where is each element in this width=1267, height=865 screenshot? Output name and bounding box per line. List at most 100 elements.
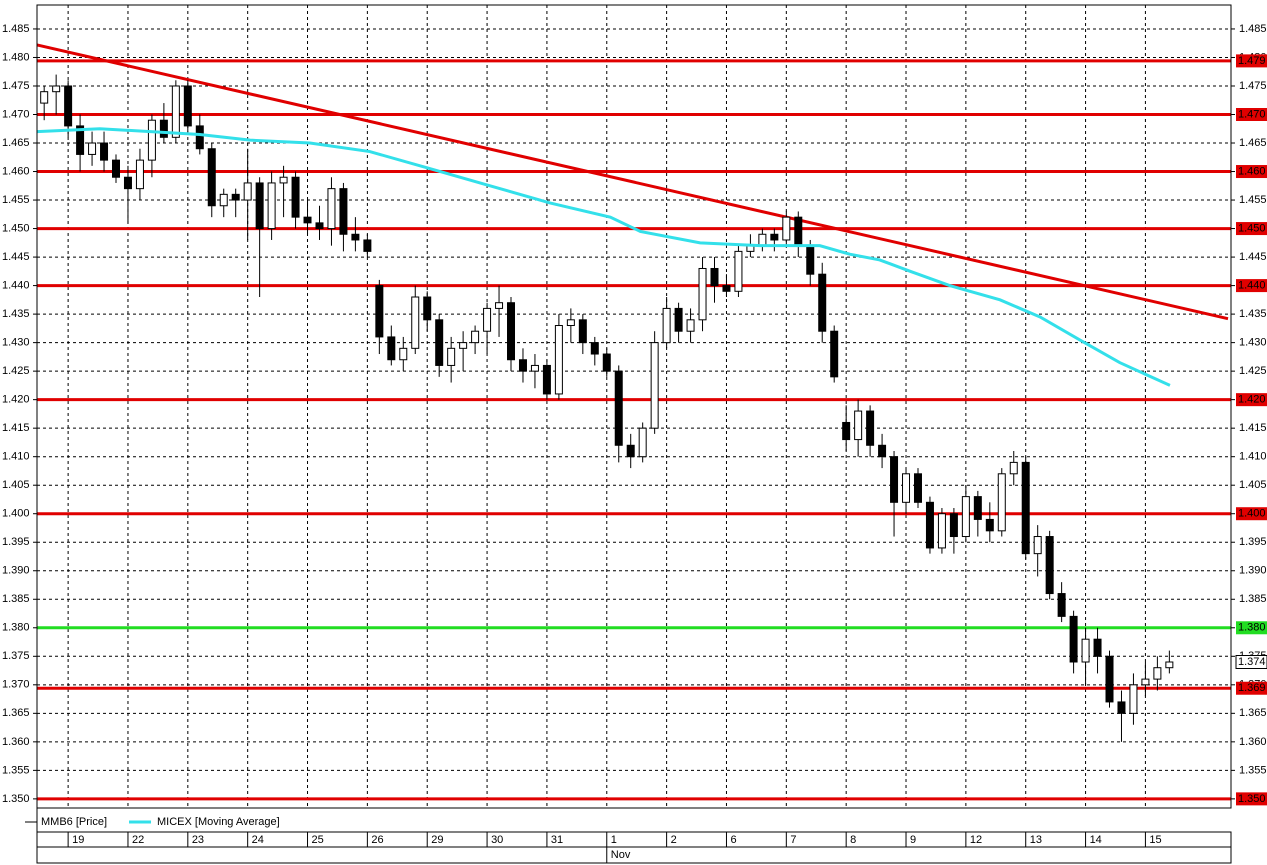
candle-body [602,353,611,372]
candle-body [64,85,73,127]
candle-body [1129,684,1138,714]
y-tick-label: 1.475 [1239,80,1267,92]
candle-body [495,302,504,309]
y-tick-label: 1.350 [2,793,30,805]
candle-body [626,444,635,458]
candle-body [686,319,695,332]
y-tick-label: 1.355 [1239,764,1267,776]
x-tick-label: 2 [671,834,677,846]
x-tick-label: 24 [252,834,264,846]
candle-body [1153,667,1162,680]
y-tick-label: 1.385 [2,593,30,605]
candle-body [315,222,324,230]
level-box [1236,279,1267,293]
candle-body [231,193,240,201]
y-tick-label: 1.390 [2,565,30,577]
candle-body [219,193,228,207]
candle-body [88,142,97,155]
candle-body [794,216,803,247]
y-tick-label: 1.435 [2,308,30,320]
candle-body [399,347,408,361]
candle-body [638,427,647,458]
candle-body [40,91,49,104]
candle-body [1045,536,1054,595]
y-tick-label: 1.370 [2,679,30,691]
x-tick-label: 19 [72,834,84,846]
candle-body [842,421,851,441]
candle-body [435,319,444,366]
x-tick-label: 29 [431,834,443,846]
legend-label: MMB6 [Price] [41,816,107,828]
y-tick-label: 1.415 [1239,422,1267,434]
candle-body [961,496,970,538]
y-tick-label: 1.400 [2,508,30,520]
candle-body [411,296,420,349]
trend-line [36,43,1229,321]
candle-body [973,496,982,520]
candle-body [267,182,276,230]
y-tick-label: 1.470 [2,108,30,120]
level-box [1236,681,1267,695]
candle-body [339,188,348,235]
level-box [1236,54,1267,68]
candle-body [507,302,516,361]
level-label: 1.460 [1238,165,1266,177]
y-tick-label: 1.355 [2,764,30,776]
candle-body [770,233,779,241]
candle-body [483,307,492,332]
candle-body [902,473,911,503]
x-tick-label: 15 [1149,834,1161,846]
y-tick-label: 1.475 [2,80,30,92]
level-label: 1.440 [1238,280,1266,292]
y-tick-label: 1.410 [2,451,30,463]
candle-body [890,456,899,503]
candle-body [614,370,623,446]
candle-body [530,364,539,372]
candle-body [722,285,731,292]
level-label: 1.400 [1238,508,1266,520]
candle-body [925,501,934,549]
candle-body [159,119,168,138]
candle-body [1117,701,1126,714]
candle-body [734,250,743,292]
level-label: 1.420 [1238,394,1266,406]
x-tick-label: 9 [910,834,916,846]
candle-body [1081,638,1090,663]
candle-body [782,216,791,241]
y-tick-label: 1.395 [2,536,30,548]
candle-body [1165,661,1174,669]
candle-body [243,182,252,201]
y-tick-label: 1.410 [1239,451,1267,463]
candle-body [447,347,456,366]
candle-body [674,307,683,332]
candle-body [279,176,288,184]
candle-body [1093,638,1102,657]
level-box [1236,165,1267,179]
y-tick-label: 1.465 [2,137,30,149]
x-tick-label: 13 [1030,834,1042,846]
y-tick-label: 1.365 [2,707,30,719]
level-label: 1.350 [1238,793,1266,805]
legend-label: MICEX [Moving Average] [157,816,280,828]
x-tick-label: 22 [132,834,144,846]
level-box [1236,621,1267,635]
y-tick-label: 1.440 [2,280,30,292]
y-tick-label: 1.380 [2,622,30,634]
y-tick-label: 1.420 [2,394,30,406]
candle-body [650,342,659,429]
candle-body [52,85,61,93]
ma-line [36,127,1171,387]
candle-body [554,325,563,395]
y-tick-label: 1.360 [1239,736,1267,748]
x-sub-label: Nov [611,849,631,861]
level-box [1236,222,1267,236]
candle-body [698,267,707,321]
candle-body [1069,615,1078,663]
candle-body [1009,461,1018,475]
candle-body [1141,678,1150,686]
y-tick-label: 1.445 [1239,251,1267,263]
y-tick-label: 1.450 [2,222,30,234]
x-tick-label: 8 [850,834,856,846]
x-tick-label: 25 [312,834,324,846]
